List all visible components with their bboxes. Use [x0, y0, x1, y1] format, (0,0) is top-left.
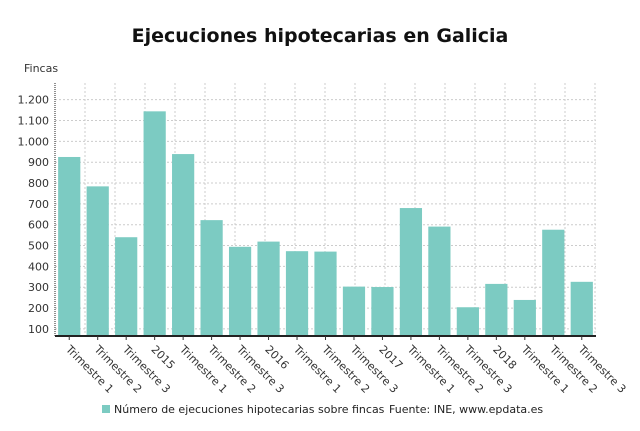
y-ticks: 100 200 300 400 500 600 700 800 900 1.000 1.100 1.2…	[18, 94, 50, 336]
chart-title: Ejecuciones hipotecarias en Galicia	[132, 25, 509, 47]
bar	[257, 241, 280, 336]
bar	[399, 208, 423, 336]
bar	[485, 283, 508, 336]
bar	[342, 286, 366, 336]
y-tick-label: 100	[28, 323, 49, 336]
bars	[58, 111, 593, 336]
y-tick-label: 1.200	[18, 94, 50, 107]
bar	[542, 229, 565, 336]
y-tick-label: 1.100	[18, 115, 50, 128]
bar	[172, 154, 195, 336]
y-axis-label: Fincas	[24, 62, 58, 75]
y-tick-label: 200	[28, 302, 49, 315]
bar	[86, 186, 109, 336]
y-tick-label: 700	[28, 198, 49, 211]
bar	[371, 287, 394, 336]
bar	[200, 220, 223, 336]
bar	[143, 111, 166, 336]
bar	[570, 281, 593, 336]
y-tick-label: 900	[28, 156, 49, 169]
bar	[428, 226, 451, 336]
legend-label: Número de ejecuciones hipotecarias sobre…	[114, 403, 385, 416]
bar	[58, 156, 81, 336]
bar	[115, 237, 138, 336]
bar	[314, 251, 337, 336]
bar	[228, 246, 252, 336]
source-label: Fuente: INE, www.epdata.es	[389, 403, 543, 416]
bar	[513, 299, 536, 336]
y-tick-label: 500	[28, 240, 49, 253]
y-tick-label: 600	[28, 219, 49, 232]
y-tick-label: 400	[28, 260, 49, 273]
legend-swatch	[102, 405, 110, 413]
y-tick-label: 1.000	[18, 135, 50, 148]
bar	[285, 251, 309, 336]
y-tick-label: 300	[28, 281, 49, 294]
y-tick-label: 800	[28, 177, 49, 190]
bar	[456, 307, 479, 336]
